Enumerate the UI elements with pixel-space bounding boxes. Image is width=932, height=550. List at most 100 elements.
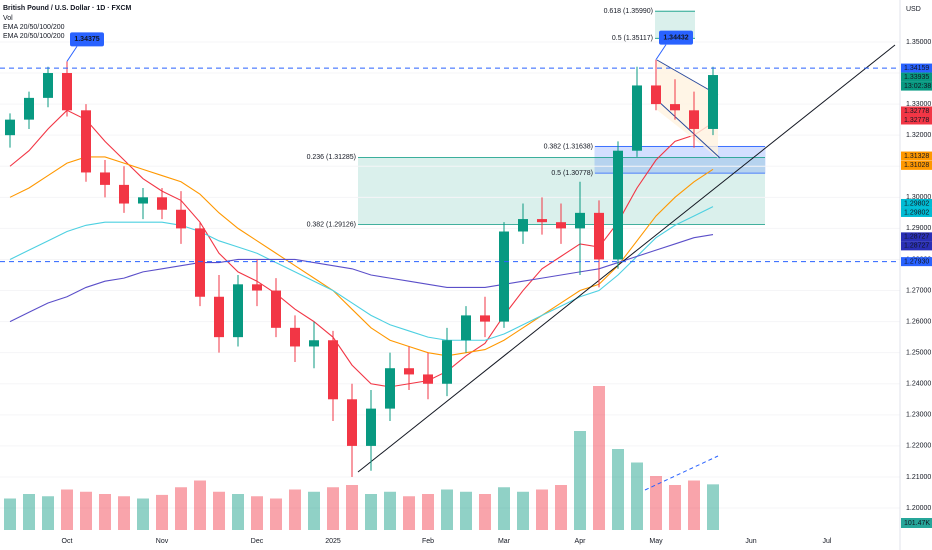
callout-pointer bbox=[655, 44, 667, 60]
y-tick-label: 1.30000 bbox=[906, 194, 931, 201]
volume-bar bbox=[289, 489, 301, 530]
volume-bar bbox=[251, 496, 263, 530]
price-tag bbox=[901, 115, 932, 125]
trendline bbox=[357, 44, 896, 473]
volume-bar bbox=[631, 462, 643, 530]
y-tick-label: 1.20000 bbox=[906, 505, 931, 512]
y-tick-label: 1.22000 bbox=[906, 443, 931, 450]
candle-body bbox=[613, 150, 623, 260]
price-tag-label: 1.27930 bbox=[904, 258, 929, 265]
volume-bar bbox=[156, 494, 168, 530]
volume-bar bbox=[574, 431, 586, 530]
ema-line bbox=[9, 206, 714, 341]
x-tick-label: Jun bbox=[745, 538, 756, 545]
price-tag bbox=[901, 257, 932, 267]
callout-label: 1.34432 bbox=[663, 34, 688, 41]
ema-line bbox=[9, 156, 714, 357]
price-tag-label: 1.28727 bbox=[904, 243, 929, 250]
indicator-label: Vol bbox=[3, 15, 13, 22]
fib-label: 0.5 (1.35117) bbox=[612, 35, 653, 42]
price-tag bbox=[901, 63, 932, 73]
x-tick-label: 2025 bbox=[325, 538, 341, 545]
volume-bar bbox=[593, 386, 605, 530]
volume-bar bbox=[555, 485, 567, 530]
price-tag bbox=[901, 151, 932, 161]
callout-pointer bbox=[66, 46, 78, 62]
callout-box bbox=[659, 30, 693, 45]
x-tick-label: Feb bbox=[422, 538, 434, 545]
currency: USD bbox=[906, 6, 921, 13]
volume-bar bbox=[270, 498, 282, 530]
candle-body bbox=[309, 340, 319, 347]
volume-bar bbox=[232, 494, 244, 530]
axis: 1.20000 1.21000 1.22000 1.23000 1.24000 1.250… bbox=[62, 39, 932, 545]
fib-label: 0.382 (1.31638) bbox=[544, 143, 593, 150]
callout-label: 1.34375 bbox=[74, 36, 99, 43]
volume-bar bbox=[99, 494, 111, 530]
overlay: 0.618 (1.35990) 0.5 (1.35117) 0.382 (1.316… bbox=[0, 8, 900, 263]
flag-line bbox=[656, 59, 719, 96]
fib-label: 0.5 (1.30778) bbox=[551, 170, 593, 177]
volume-bar bbox=[61, 489, 73, 530]
y-tick-label: 1.21000 bbox=[906, 474, 931, 481]
chart-title: British Pound / U.S. Dollar · 1D · FXCM bbox=[3, 5, 132, 12]
candle-body bbox=[689, 110, 699, 129]
price-tag bbox=[901, 241, 932, 251]
candle-body bbox=[461, 315, 471, 341]
candle-body bbox=[62, 73, 72, 111]
candle-body bbox=[347, 399, 357, 446]
candle-body bbox=[43, 73, 53, 98]
candle-body bbox=[233, 284, 243, 338]
price-tag bbox=[901, 160, 932, 170]
candle-body bbox=[708, 75, 718, 129]
candle-body bbox=[632, 85, 642, 151]
candle-body bbox=[537, 219, 547, 223]
y-tick-label: 1.35000 bbox=[906, 39, 931, 46]
candle-body bbox=[176, 209, 186, 229]
price-tag bbox=[901, 232, 932, 242]
candle-body bbox=[195, 228, 205, 297]
price-tag-label: 1.32778 bbox=[904, 117, 929, 124]
candles bbox=[5, 59, 718, 477]
y-tick-label: 1.25000 bbox=[906, 350, 931, 357]
volume-bar bbox=[403, 496, 415, 530]
volume-bar bbox=[498, 487, 510, 530]
y-tick-label: 1.27000 bbox=[906, 287, 931, 294]
volume-bar bbox=[42, 496, 54, 530]
volume-bar bbox=[346, 485, 358, 530]
y-tick-label: 1.29000 bbox=[906, 225, 931, 232]
price-tag-label: 1.32778 bbox=[904, 108, 929, 115]
candle-body bbox=[385, 368, 395, 409]
price-tag-label: 1.33935 bbox=[904, 74, 929, 81]
candle-body bbox=[157, 197, 167, 210]
flag-line bbox=[656, 99, 721, 159]
volume-bar bbox=[441, 489, 453, 530]
fib-label: 0.236 (1.31285) bbox=[307, 154, 356, 161]
volume bbox=[4, 386, 719, 530]
volume-bar bbox=[194, 480, 206, 530]
indicator-label: EMA 20/50/100/200 bbox=[3, 24, 65, 31]
volume-bar bbox=[4, 498, 16, 530]
volume-bar bbox=[327, 487, 339, 530]
candle-body bbox=[442, 340, 452, 384]
volume-tag bbox=[901, 518, 932, 528]
candle-body bbox=[100, 172, 110, 185]
x-tick-label: Jul bbox=[823, 538, 832, 545]
volume-bar bbox=[23, 494, 35, 530]
candle-body bbox=[214, 296, 224, 338]
y-tick-label: 1.33000 bbox=[906, 101, 931, 108]
volume-bar bbox=[175, 487, 187, 530]
volume-bar bbox=[479, 494, 491, 530]
candle-body bbox=[670, 104, 680, 111]
candle-body bbox=[556, 222, 566, 229]
volume-bar bbox=[669, 485, 681, 530]
price-tag-label: 1.34159 bbox=[904, 65, 929, 72]
candle-body bbox=[24, 97, 34, 120]
candle-body bbox=[423, 374, 433, 384]
candle-body bbox=[119, 184, 129, 204]
volume-bar bbox=[384, 491, 396, 530]
candle-body bbox=[499, 231, 509, 322]
volume-bar bbox=[213, 491, 225, 530]
